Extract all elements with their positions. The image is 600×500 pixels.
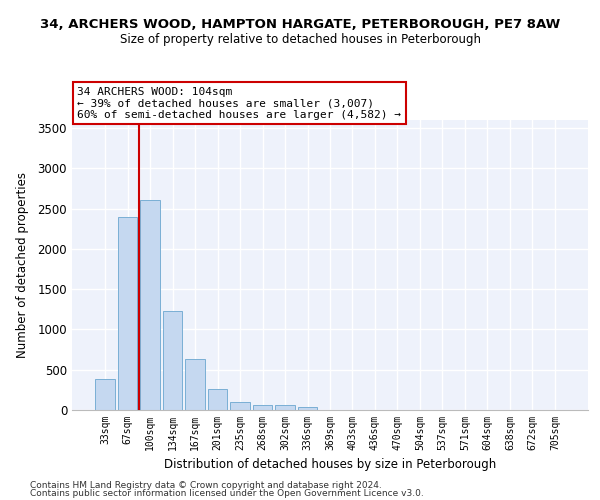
Bar bbox=[208, 390, 227, 410]
Y-axis label: Number of detached properties: Number of detached properties bbox=[16, 172, 29, 358]
Bar bbox=[185, 359, 205, 410]
Bar bbox=[163, 311, 182, 410]
Text: 34, ARCHERS WOOD, HAMPTON HARGATE, PETERBOROUGH, PE7 8AW: 34, ARCHERS WOOD, HAMPTON HARGATE, PETER… bbox=[40, 18, 560, 30]
Text: Contains HM Land Registry data © Crown copyright and database right 2024.: Contains HM Land Registry data © Crown c… bbox=[30, 480, 382, 490]
Bar bbox=[253, 405, 272, 410]
Bar bbox=[275, 406, 295, 410]
Text: 34 ARCHERS WOOD: 104sqm
← 39% of detached houses are smaller (3,007)
60% of semi: 34 ARCHERS WOOD: 104sqm ← 39% of detache… bbox=[77, 87, 401, 120]
Bar bbox=[140, 200, 160, 410]
Bar bbox=[95, 378, 115, 410]
X-axis label: Distribution of detached houses by size in Peterborough: Distribution of detached houses by size … bbox=[164, 458, 496, 471]
Text: Contains public sector information licensed under the Open Government Licence v3: Contains public sector information licen… bbox=[30, 489, 424, 498]
Bar bbox=[230, 402, 250, 410]
Bar bbox=[118, 216, 137, 410]
Bar bbox=[298, 406, 317, 410]
Text: Size of property relative to detached houses in Peterborough: Size of property relative to detached ho… bbox=[119, 32, 481, 46]
